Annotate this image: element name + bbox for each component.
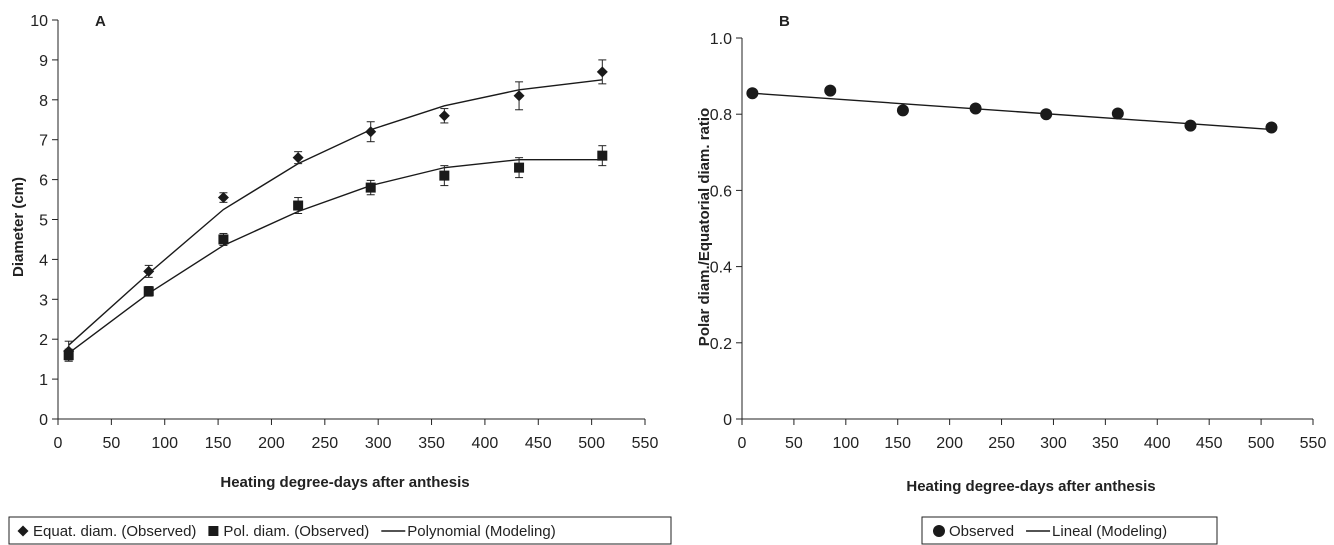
- panel-a-x-tick-label: 0: [54, 435, 63, 452]
- panel-b-point-circle: [896, 104, 909, 117]
- panel-a-legend-label: Pol. diam. (Observed): [223, 523, 369, 540]
- panel-a-x-tick-label: 150: [205, 435, 232, 452]
- panel-b-legend-marker-circle: [933, 525, 945, 537]
- panel-a-legend-label: Equat. diam. (Observed): [33, 523, 196, 540]
- panel-a-x-tick-label: 200: [258, 435, 285, 452]
- panel-b-y-tick-label: 0.2: [710, 336, 732, 353]
- panel-a-label: A: [95, 13, 106, 30]
- panel-b-point-circle: [1040, 108, 1053, 121]
- panel-b-y-tick-label: 0.6: [710, 183, 732, 200]
- panel-b-x-tick-label: 250: [988, 435, 1015, 452]
- panel-b-point-circle: [1111, 107, 1124, 120]
- panel-b-x-tick-label: 50: [785, 435, 803, 452]
- panel-b-point-circle: [1265, 121, 1278, 134]
- panel-b-y-axis-label: Polar diam./Equatorial diam. ratio: [696, 108, 713, 346]
- chart-panel-a: 0 50 100 150 200 250 300 350 400 450 500 550 0 1 2 3 4 5 6…: [8, 13, 672, 545]
- panel-a-point-square: [597, 150, 608, 161]
- panel-a-y-tick-label: 6: [39, 173, 48, 190]
- panel-a-x-tick-label: 450: [525, 435, 552, 452]
- panel-a-x-tick-label: 100: [151, 435, 178, 452]
- panel-a-point-diamond: [438, 110, 450, 122]
- panel-a-point-square: [218, 234, 229, 245]
- panel-a-legend-marker-diamond: [17, 525, 29, 537]
- panel-a-legend-marker-square: [208, 526, 219, 536]
- panel-b-legend-box: [921, 516, 1218, 545]
- panel-a-point-square: [439, 170, 450, 181]
- panel-b-y-tick-label: 0.4: [710, 260, 732, 277]
- panel-b-y-tick-label: 1.0: [710, 31, 732, 48]
- panel-b-point-circle: [746, 87, 759, 100]
- panel-a-y-tick-label: 7: [39, 133, 48, 150]
- panel-a-legend-label: Polynomial (Modeling): [407, 523, 555, 540]
- panel-b-y-tick-label: 0: [723, 412, 732, 429]
- panel-a-y-tick-label: 2: [39, 332, 48, 349]
- panel-b-x-tick-label: 150: [884, 435, 911, 452]
- chart-panel-b: 0 50 100 150 200 250 300 350 400 450 500 550 0 0.2 0.4…: [696, 13, 1327, 545]
- panel-a-x-axis-label: Heating degree-days after anthesis: [220, 474, 469, 491]
- panel-b-x-axis-label: Heating degree-days after anthesis: [906, 478, 1155, 495]
- panel-b-point-circle: [824, 84, 837, 97]
- panel-a-point-square: [293, 200, 304, 211]
- panel-a-y-tick-label: 1: [39, 372, 48, 389]
- panel-b-x-tick-label: 400: [1144, 435, 1171, 452]
- panel-a-x-tick-label: 550: [632, 435, 659, 452]
- panel-a-x-tick-label: 350: [418, 435, 445, 452]
- panel-b-label: B: [779, 13, 790, 30]
- panel-b-x-tick-label: 450: [1196, 435, 1223, 452]
- panel-b-legend-label: Observed: [949, 523, 1014, 540]
- panel-a-point-square: [514, 162, 525, 173]
- panel-b-x-tick-label: 0: [738, 435, 747, 452]
- panel-a-x-tick-label: 400: [472, 435, 499, 452]
- panel-a-y-tick-label: 4: [39, 252, 48, 269]
- panel-a-x-tick-label: 500: [578, 435, 605, 452]
- panel-a-x-tick-label: 300: [365, 435, 392, 452]
- panel-a-y-tick-label: 0: [39, 412, 48, 429]
- panel-a-y-tick-label: 5: [39, 213, 48, 230]
- panel-b-x-tick-label: 200: [936, 435, 963, 452]
- panel-b-x-tick-label: 100: [832, 435, 859, 452]
- panel-b-y-tick-label: 0.8: [710, 107, 732, 124]
- panel-a-point-diamond: [217, 192, 229, 204]
- panel-a-y-tick-label: 10: [30, 13, 48, 30]
- panel-b-x-tick-label: 350: [1092, 435, 1119, 452]
- panel-b-point-circle: [969, 102, 982, 115]
- panel-b-x-tick-label: 300: [1040, 435, 1067, 452]
- panel-b-legend-label: Lineal (Modeling): [1052, 523, 1167, 540]
- panel-a-point-diamond: [365, 126, 377, 138]
- panel-a-x-tick-label: 50: [102, 435, 120, 452]
- panel-a-point-diamond: [143, 265, 155, 277]
- panel-a-model-line-2: [68, 79, 603, 346]
- panel-a-x-tick-label: 250: [311, 435, 338, 452]
- panel-a-point-square: [63, 350, 74, 361]
- panel-a-y-axis-label: Diameter (cm): [10, 177, 27, 277]
- panel-a-point-square: [143, 286, 154, 297]
- panel-a-point-diamond: [292, 152, 304, 164]
- panel-a-point-diamond: [596, 66, 608, 78]
- panel-a-y-tick-label: 3: [39, 292, 48, 309]
- panel-b-point-circle: [1184, 119, 1197, 132]
- panel-a-y-tick-label: 9: [39, 53, 48, 70]
- panel-a-legend-box: [8, 516, 672, 545]
- panel-a-point-diamond: [513, 90, 525, 102]
- panel-b-x-tick-label: 550: [1300, 435, 1327, 452]
- panel-a-y-tick-label: 8: [39, 93, 48, 110]
- panel-a-point-square: [365, 182, 376, 193]
- panel-a-model-line-3: [68, 158, 603, 354]
- panel-b-x-tick-label: 500: [1248, 435, 1275, 452]
